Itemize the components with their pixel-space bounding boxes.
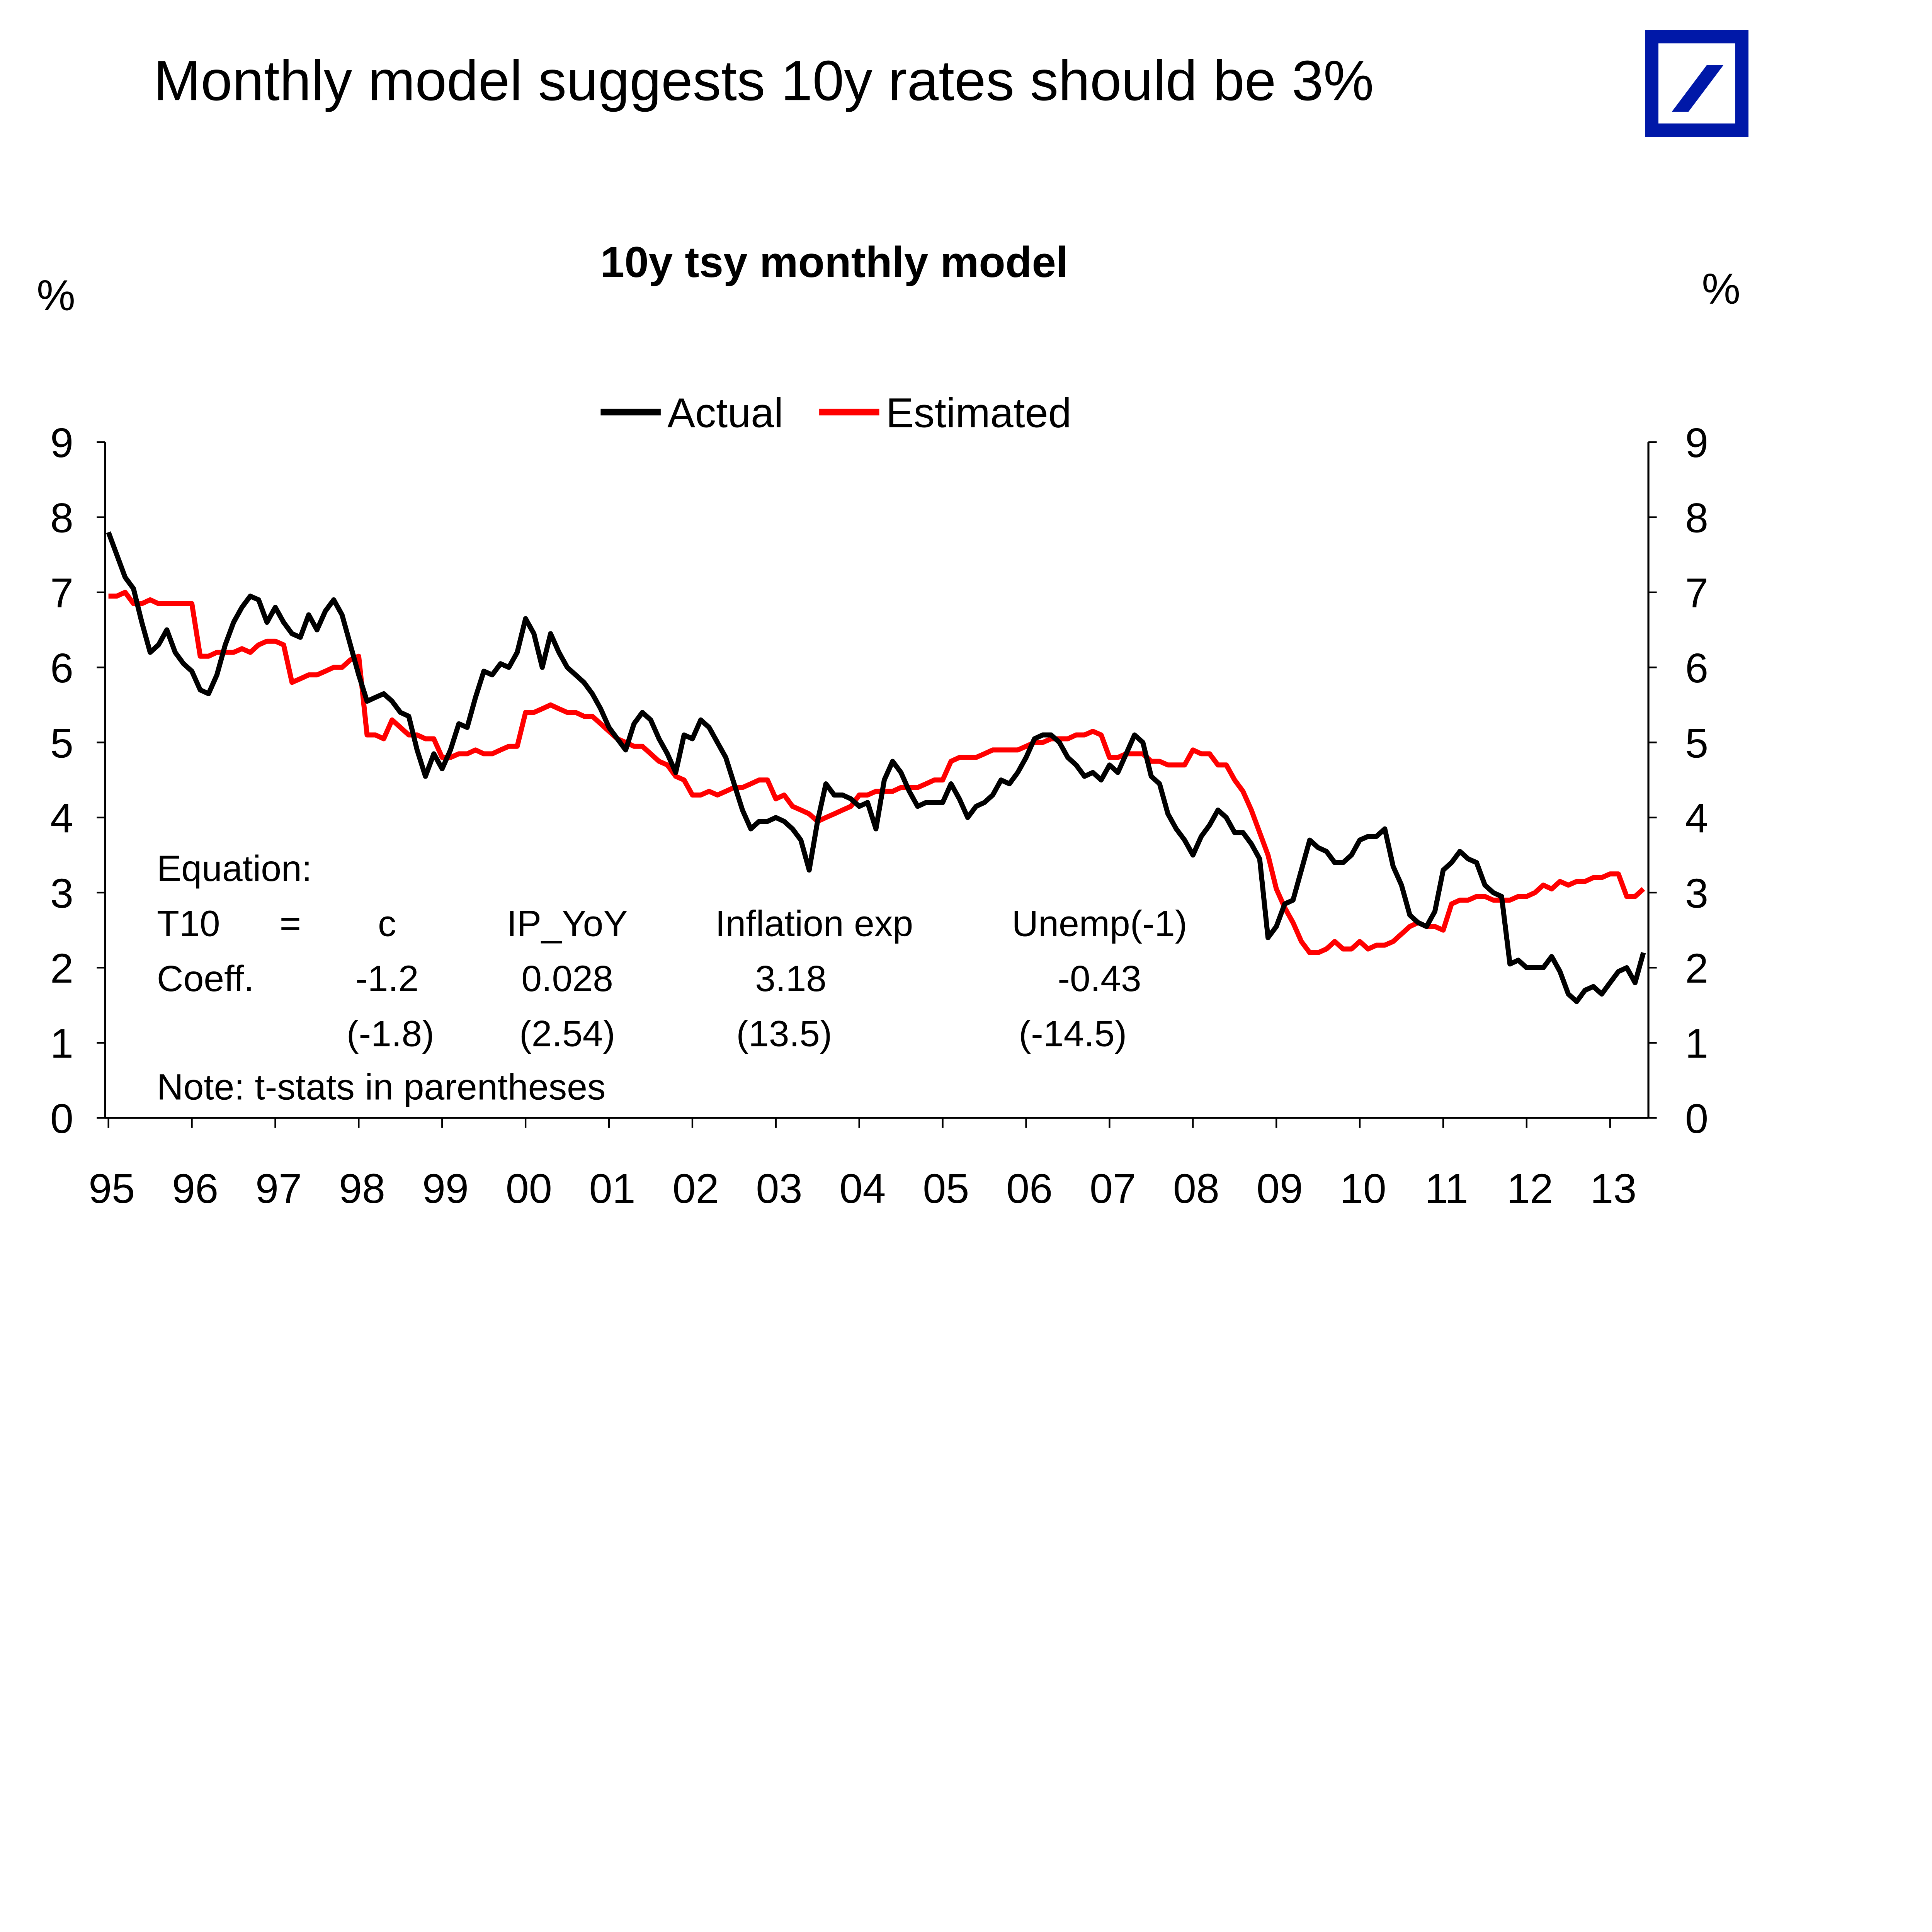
left-y-tick-label: 9 (50, 419, 73, 466)
x-tick-label: 09 (1257, 1165, 1303, 1212)
annotation-cell: Unemp(-1) (1012, 903, 1187, 944)
x-tick-label: 02 (673, 1165, 719, 1212)
annotation-cell: T10 (157, 903, 220, 944)
annotation-cell: (13.5) (736, 1013, 832, 1054)
annotation-cell: = (280, 903, 301, 944)
annotation-cell: Coeff. (157, 958, 254, 999)
annotation-cell: (2.54) (519, 1013, 615, 1054)
left-y-tick-label: 3 (50, 870, 73, 917)
x-tick-label: 96 (172, 1165, 218, 1212)
deutsche-bank-logo (1645, 30, 1749, 137)
annotation-cell: 0.028 (521, 958, 613, 999)
logo-slash-icon (1672, 65, 1724, 112)
x-tick-label: 00 (506, 1165, 552, 1212)
left-y-tick-label: 1 (50, 1020, 73, 1067)
right-y-tick-label: 5 (1685, 719, 1708, 766)
right-y-tick-label: 2 (1685, 945, 1708, 992)
chart-title: 10y tsy monthly model (600, 237, 1068, 287)
left-y-tick-label: 8 (50, 494, 73, 541)
axes: 0 01 12 23 34 45 56 67 78 89 995 96 97 98 99 00 01 02 03 04… (50, 419, 1708, 1212)
x-tick-label: 97 (255, 1165, 302, 1212)
left-axis-unit: % (36, 270, 75, 321)
x-tick-label: 95 (88, 1165, 135, 1212)
x-tick-label: 05 (923, 1165, 969, 1212)
x-tick-label: 10 (1340, 1165, 1386, 1212)
x-tick-label: 13 (1590, 1165, 1636, 1212)
legend: Actual Estimated (600, 389, 1071, 436)
series-line-actual (106, 531, 1646, 1004)
series-line-estimated (108, 590, 1645, 955)
annotation-cell: (-1.8) (347, 1013, 434, 1054)
x-tick-label: 11 (1425, 1165, 1468, 1212)
left-y-tick-label: 5 (50, 719, 73, 766)
right-y-tick-label: 3 (1685, 870, 1708, 917)
right-y-tick-label: 7 (1685, 570, 1708, 616)
right-y-tick-label: 1 (1685, 1020, 1708, 1067)
annotation-heading: Equation: (157, 848, 312, 889)
x-tick-label: 08 (1173, 1165, 1219, 1212)
right-y-tick-label: 9 (1685, 419, 1708, 466)
left-y-tick-label: 2 (50, 945, 73, 992)
x-tick-label: 06 (1006, 1165, 1053, 1212)
left-y-tick-label: 0 (50, 1095, 73, 1142)
x-tick-label: 12 (1507, 1165, 1553, 1212)
slide-title: Monthly model suggests 10y rates should … (153, 50, 1374, 114)
legend-label-actual: Actual (667, 389, 783, 436)
right-y-tick-label: 8 (1685, 494, 1708, 541)
right-y-tick-label: 6 (1685, 645, 1708, 691)
x-tick-label: 98 (339, 1165, 385, 1212)
left-y-tick-label: 6 (50, 645, 73, 691)
annotation-cell: (-14.5) (1019, 1013, 1127, 1054)
x-tick-label: 03 (756, 1165, 802, 1212)
x-tick-label: 07 (1090, 1165, 1136, 1212)
x-tick-label: 99 (422, 1165, 469, 1212)
left-y-tick-label: 4 (50, 795, 73, 842)
annotation-cell: 3.18 (755, 958, 827, 999)
annotation-cell: -0.43 (1058, 958, 1141, 999)
right-y-tick-label: 0 (1685, 1095, 1708, 1142)
annotation-cell: -1.2 (355, 958, 419, 999)
annotation-cell: IP_YoY (507, 903, 628, 944)
annotation-note: Note: t-stats in parentheses (157, 1066, 606, 1107)
x-tick-label: 04 (839, 1165, 886, 1212)
equation-annotation: Equation: T10 = c IP_YoY Inflation exp Unemp(-… (157, 848, 1187, 1108)
right-y-tick-label: 4 (1685, 795, 1708, 842)
right-axis-unit: % (1702, 264, 1741, 314)
x-tick-label: 01 (589, 1165, 636, 1212)
legend-label-estimated: Estimated (886, 389, 1071, 436)
series-lines (106, 531, 1646, 1004)
annotation-cell: c (378, 903, 396, 944)
annotation-cell: Inflation exp (715, 903, 913, 944)
left-y-tick-label: 7 (50, 570, 73, 616)
